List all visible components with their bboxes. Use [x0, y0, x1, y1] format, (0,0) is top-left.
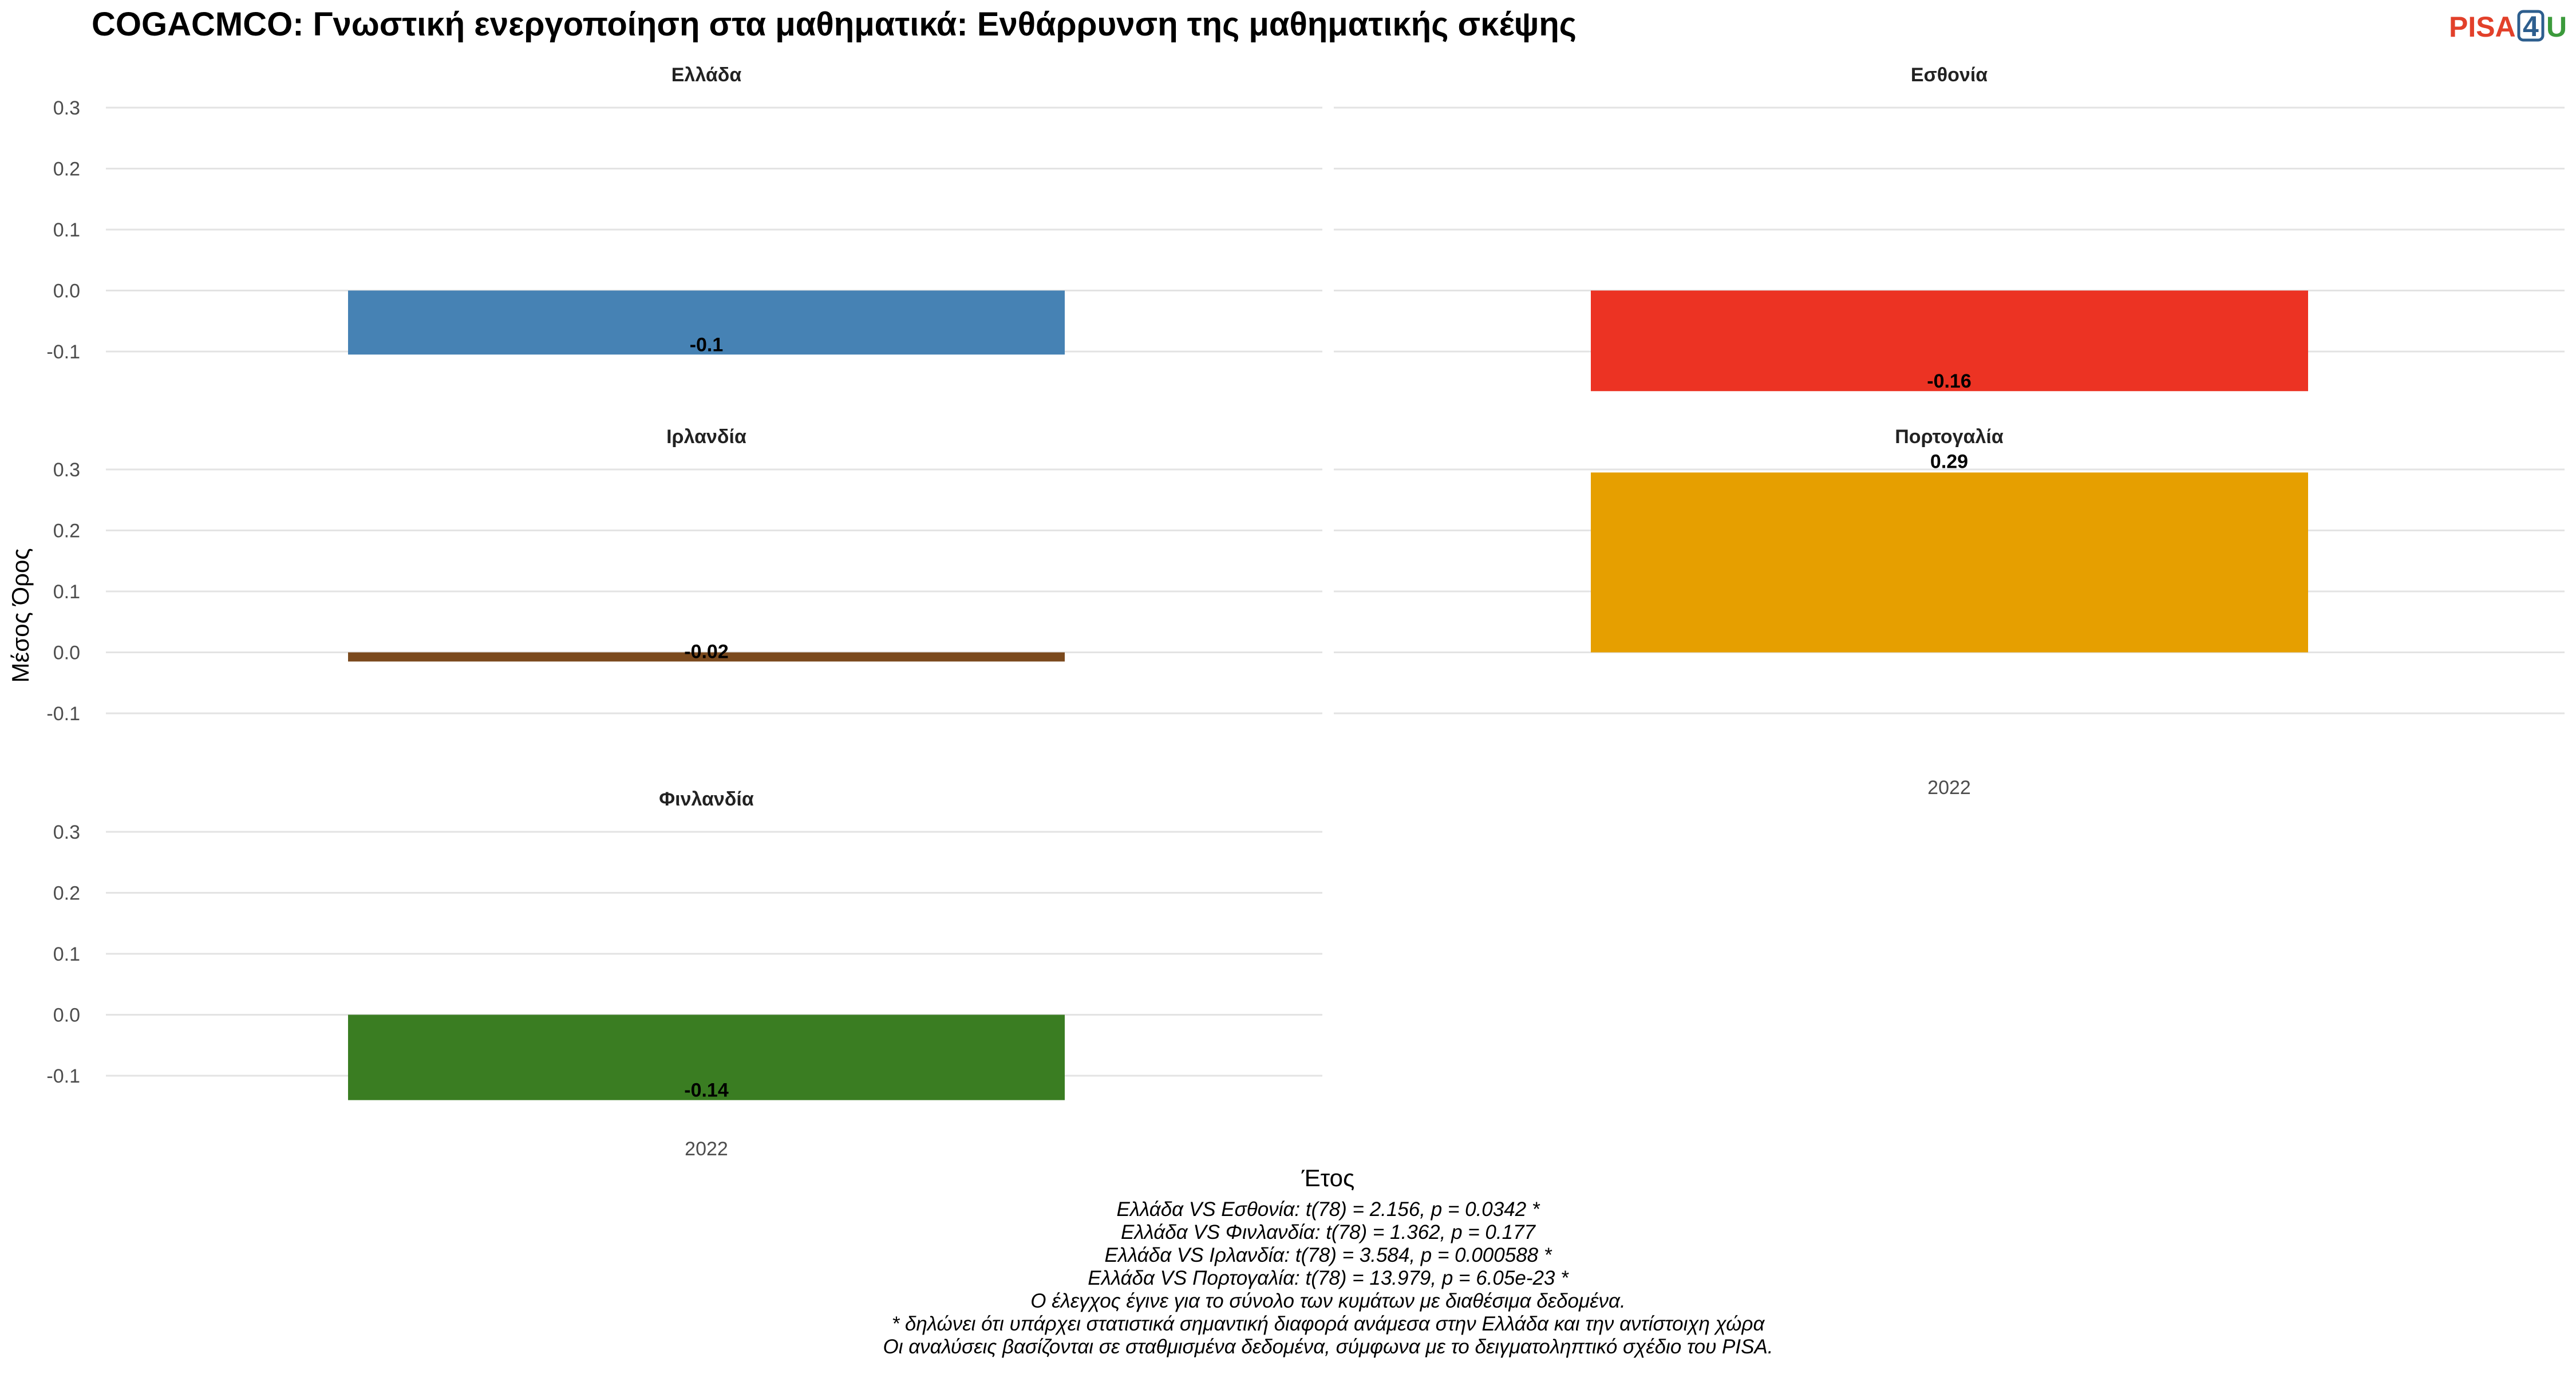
caption: Ελλάδα VS Εσθονία: t(78) = 2.156, p = 0.… — [883, 1198, 1773, 1358]
y-tick-label: 0.3 — [53, 97, 80, 119]
data-label: -0.02 — [684, 641, 729, 662]
pisa4u-logo: PISA 4 U — [2449, 10, 2567, 43]
bar — [1591, 290, 2308, 392]
facet-panel: Πορτογαλία 0.29 — [1334, 426, 2565, 714]
logo-pisa-text: PISA — [2449, 11, 2516, 43]
facet-title: Ιρλανδία — [666, 426, 746, 448]
x-axis-title: Έτος — [1301, 1164, 1355, 1191]
bar — [348, 652, 1065, 662]
caption-line: * δηλώνει ότι υπάρχει στατιστικά σημαντι… — [892, 1313, 1765, 1335]
y-tick-label: 0.2 — [53, 520, 80, 542]
logo-four-text: 4 — [2523, 10, 2539, 42]
facet-title: Εσθονία — [1911, 64, 1988, 86]
data-label: 0.29 — [1930, 451, 1968, 472]
caption-line: Ελλάδα VS Ιρλανδία: t(78) = 3.584, p = 0… — [1105, 1244, 1552, 1266]
y-tick-label: 0.1 — [53, 581, 80, 603]
y-tick-label: -0.1 — [46, 703, 80, 725]
y-tick-label: 0.2 — [53, 159, 80, 180]
bar — [348, 1014, 1065, 1100]
y-tick-label: 0.3 — [53, 459, 80, 481]
y-tick-label: 0.2 — [53, 883, 80, 905]
data-label: -0.16 — [1927, 370, 1971, 392]
caption-line: Ελλάδα VS Φινλανδία: t(78) = 1.362, p = … — [1121, 1221, 1536, 1243]
facet-panel: Ελλάδα 0.3 0.2 0.1 0.0 -0.1 -0.1 — [46, 64, 1322, 363]
caption-line: Ελλάδα VS Πορτογαλία: t(78) = 13.979, p … — [1088, 1267, 1569, 1289]
y-tick-label: 0.0 — [53, 1005, 80, 1026]
y-tick-label: 0.0 — [53, 642, 80, 664]
y-tick-label: 0.1 — [53, 219, 80, 241]
data-label: -0.14 — [684, 1080, 729, 1101]
chart-title: COGACMCO: Γνωστική ενεργοποίηση στα μαθη… — [92, 6, 1577, 43]
y-tick-label: -0.1 — [46, 1065, 80, 1087]
bar — [1591, 472, 2308, 653]
y-tick-label: 0.0 — [53, 281, 80, 302]
facet-panel: Φινλανδία 0.3 0.2 0.1 0.0 -0.1 -0.14 — [46, 788, 1322, 1101]
y-tick-label: 0.3 — [53, 822, 80, 843]
facet-panels: Ελλάδα 0.3 0.2 0.1 0.0 -0.1 -0.1 Εσθονία -0.16 Ιρ… — [46, 64, 2565, 1160]
x-tick-label: 2022 — [1927, 777, 1971, 799]
y-axis-title: Μέσος Όρος — [7, 548, 34, 683]
facet-title: Ελλάδα — [671, 64, 742, 86]
data-label: -0.1 — [690, 334, 724, 356]
x-tick-label: 2022 — [685, 1138, 728, 1160]
caption-line: Ο έλεγχος έγινε για το σύνολο των κυμάτω… — [1030, 1290, 1626, 1312]
facet-panel: Εσθονία -0.16 — [1334, 64, 2565, 392]
logo-u-text: U — [2546, 11, 2567, 43]
bar — [348, 290, 1065, 355]
y-tick-label: -0.1 — [46, 341, 80, 363]
facet-title: Πορτογαλία — [1895, 426, 2004, 448]
caption-line: Ελλάδα VS Εσθονία: t(78) = 2.156, p = 0.… — [1116, 1198, 1540, 1221]
logo-four-box — [2517, 10, 2545, 42]
y-tick-label: 0.1 — [53, 943, 80, 965]
caption-line: Οι αναλύσεις βασίζονται σε σταθμισμένα δ… — [883, 1336, 1773, 1358]
facet-panel: Ιρλανδία 0.3 0.2 0.1 0.0 -0.1 -0.02 — [46, 426, 1322, 725]
facet-title: Φινλανδία — [659, 788, 754, 810]
